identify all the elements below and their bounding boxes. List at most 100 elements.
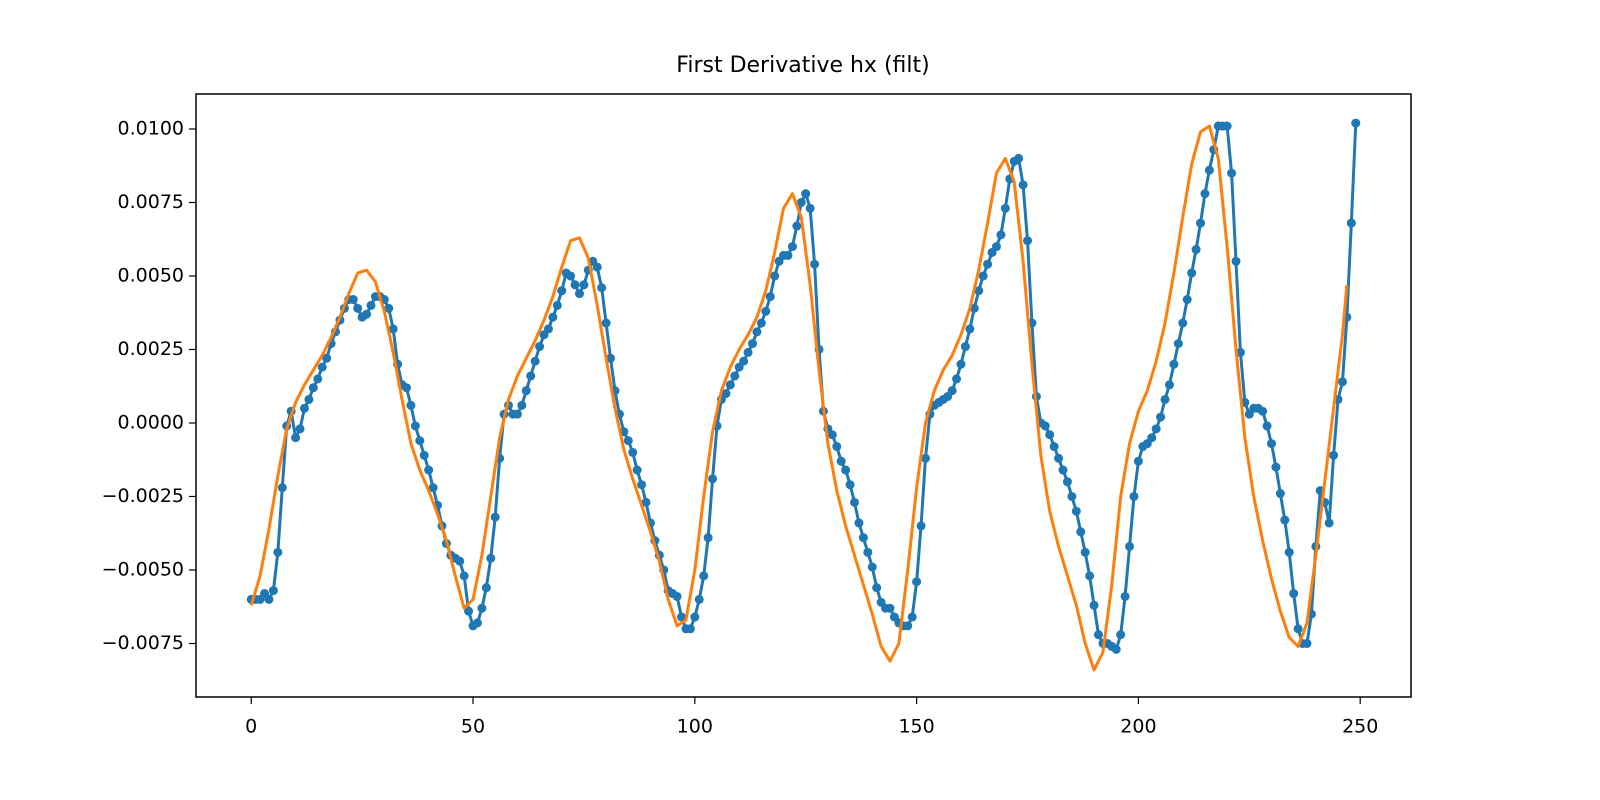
point xyxy=(912,577,922,587)
point xyxy=(694,594,704,604)
point xyxy=(1200,189,1210,199)
point xyxy=(1164,380,1174,390)
point xyxy=(1289,589,1299,599)
point xyxy=(579,280,589,290)
point xyxy=(291,433,301,443)
point xyxy=(1040,421,1050,431)
point xyxy=(464,606,474,616)
point xyxy=(960,342,970,352)
y-tick-label: 0.0025 xyxy=(118,338,184,360)
point xyxy=(1085,571,1095,581)
point xyxy=(521,386,531,396)
point xyxy=(548,312,558,322)
point xyxy=(1120,591,1130,601)
point xyxy=(530,356,540,366)
point xyxy=(983,259,993,269)
point xyxy=(1182,295,1192,305)
point xyxy=(756,318,766,328)
point xyxy=(526,371,536,381)
point xyxy=(637,480,647,490)
point xyxy=(295,424,305,434)
point xyxy=(850,497,860,507)
point xyxy=(1151,424,1161,434)
point xyxy=(708,474,718,484)
point xyxy=(677,612,687,622)
point xyxy=(832,442,842,452)
point xyxy=(1324,518,1334,528)
point xyxy=(477,603,487,613)
point xyxy=(863,547,873,557)
point xyxy=(858,533,868,543)
point xyxy=(1235,347,1245,357)
point xyxy=(1346,218,1356,228)
point xyxy=(1187,268,1197,278)
point xyxy=(770,271,780,281)
point xyxy=(1178,318,1188,328)
point xyxy=(916,521,926,531)
plot-frame xyxy=(195,93,1412,698)
point xyxy=(1156,412,1166,422)
point xyxy=(601,318,611,328)
point xyxy=(752,327,762,337)
point xyxy=(721,389,731,399)
point xyxy=(907,612,917,622)
point xyxy=(1196,218,1206,228)
point xyxy=(1302,638,1312,648)
point xyxy=(1271,462,1281,472)
point xyxy=(1018,180,1028,190)
point xyxy=(1191,245,1201,255)
point xyxy=(867,562,877,572)
point xyxy=(623,436,633,446)
point xyxy=(574,289,584,299)
point xyxy=(490,512,500,522)
x-tick-label: 0 xyxy=(245,716,257,738)
point xyxy=(854,518,864,528)
point xyxy=(628,447,638,457)
point xyxy=(566,271,576,281)
point xyxy=(1227,168,1237,178)
point xyxy=(1329,450,1339,460)
x-tick-label: 100 xyxy=(677,716,713,738)
point xyxy=(268,586,278,596)
point xyxy=(597,283,607,293)
point xyxy=(703,533,713,543)
point xyxy=(810,259,820,269)
point xyxy=(1258,406,1268,416)
point xyxy=(264,594,274,604)
point xyxy=(947,386,957,396)
point xyxy=(1089,600,1099,610)
point xyxy=(699,571,709,581)
point xyxy=(1275,489,1285,499)
point xyxy=(1045,430,1055,440)
point xyxy=(1231,256,1241,266)
y-tick-label: 0.0050 xyxy=(118,264,184,286)
point xyxy=(792,221,802,231)
point xyxy=(1262,421,1272,431)
point xyxy=(730,371,740,381)
point xyxy=(743,347,753,357)
point xyxy=(685,624,695,634)
point xyxy=(415,436,425,446)
point xyxy=(570,280,580,290)
point xyxy=(299,403,309,413)
point xyxy=(459,571,469,581)
point xyxy=(1351,118,1361,128)
point xyxy=(1080,547,1090,557)
y-tick-label: 0.0100 xyxy=(118,117,184,139)
point xyxy=(739,356,749,366)
x-tick-label: 150 xyxy=(898,716,934,738)
point xyxy=(991,242,1001,252)
point xyxy=(517,400,527,410)
point xyxy=(557,286,567,296)
point xyxy=(401,383,411,393)
point xyxy=(903,621,913,631)
y-tick-label: 0.0000 xyxy=(118,411,184,433)
point xyxy=(1000,203,1010,213)
point xyxy=(424,465,434,475)
point xyxy=(974,286,984,296)
point xyxy=(410,421,420,431)
point xyxy=(366,300,376,310)
y-tick-label: −0.0025 xyxy=(102,485,184,507)
